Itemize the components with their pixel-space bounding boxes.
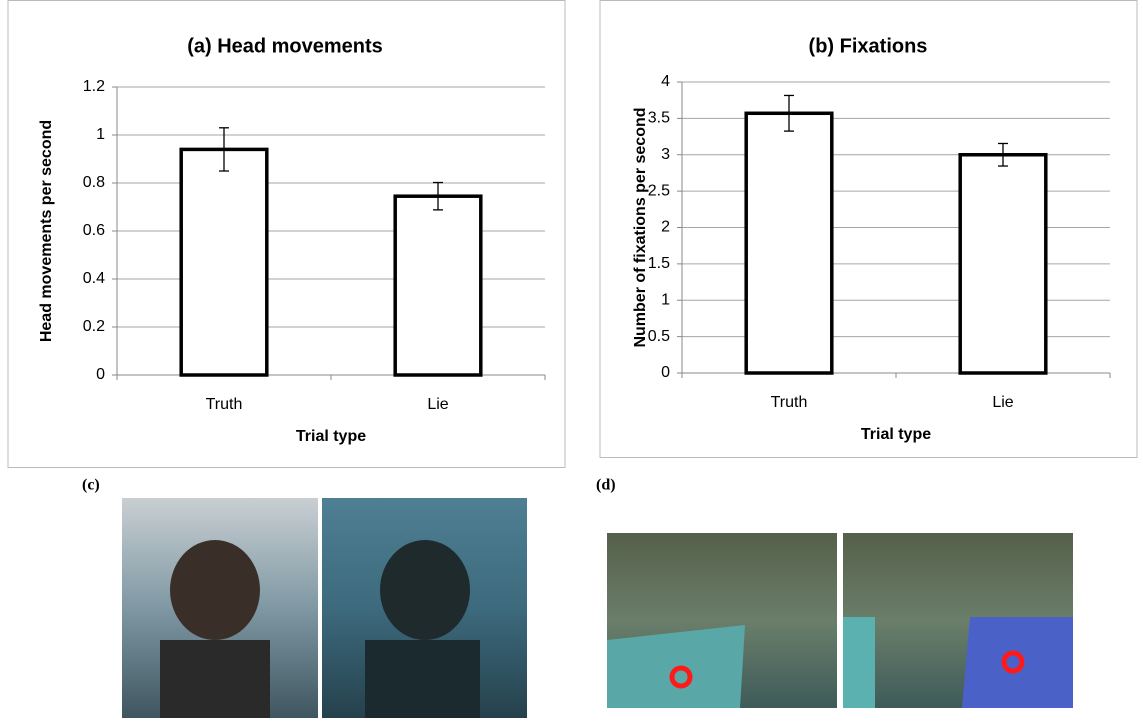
x-axis-label: Trial type	[296, 428, 366, 445]
photo-group	[122, 498, 1073, 718]
y-axis-label: Head movements per second	[38, 120, 55, 342]
bar	[395, 196, 481, 375]
y-tick-label: 2	[661, 219, 670, 236]
bar	[960, 155, 1046, 373]
panel-label: (c)	[82, 477, 100, 494]
chart-frame	[600, 1, 1137, 458]
y-tick-label: 0.2	[83, 318, 105, 335]
panel-label: (d)	[596, 477, 616, 494]
photo-detail	[170, 540, 260, 640]
photo-detail	[962, 617, 1073, 708]
y-tick-label: 0.8	[83, 174, 105, 191]
photo-detail	[380, 540, 470, 640]
y-tick-label: 2.5	[648, 182, 670, 199]
y-tick-label: 0	[96, 366, 105, 383]
x-tick-label: Lie	[992, 394, 1013, 411]
y-tick-label: 0.5	[648, 328, 670, 345]
y-tick-label: 1	[96, 126, 105, 143]
x-tick-label: Truth	[206, 396, 243, 413]
y-tick-label: 0.4	[83, 270, 105, 287]
y-tick-label: 0	[661, 364, 670, 381]
bar	[181, 149, 267, 375]
photo-detail	[365, 640, 480, 718]
y-tick-label: 0.6	[83, 222, 105, 239]
chart-title: (b) Fixations	[809, 35, 928, 57]
y-tick-label: 3.5	[648, 110, 670, 127]
y-tick-label: 4	[661, 73, 670, 90]
x-axis-label: Trial type	[861, 426, 931, 443]
x-tick-label: Truth	[771, 394, 808, 411]
y-axis-label: Number of fixations per second	[632, 107, 649, 347]
y-tick-label: 1.5	[648, 255, 670, 272]
y-tick-label: 3	[661, 146, 670, 163]
x-tick-label: Lie	[427, 396, 448, 413]
y-tick-label: 1	[661, 291, 670, 308]
chart-title: (a) Head movements	[187, 35, 383, 57]
photo-detail	[843, 617, 875, 708]
figure: (c) (d) (a) Head movements Head movements…	[0, 0, 1143, 718]
bar	[746, 113, 832, 373]
photo-detail	[160, 640, 270, 718]
y-tick-label: 1.2	[83, 78, 105, 95]
